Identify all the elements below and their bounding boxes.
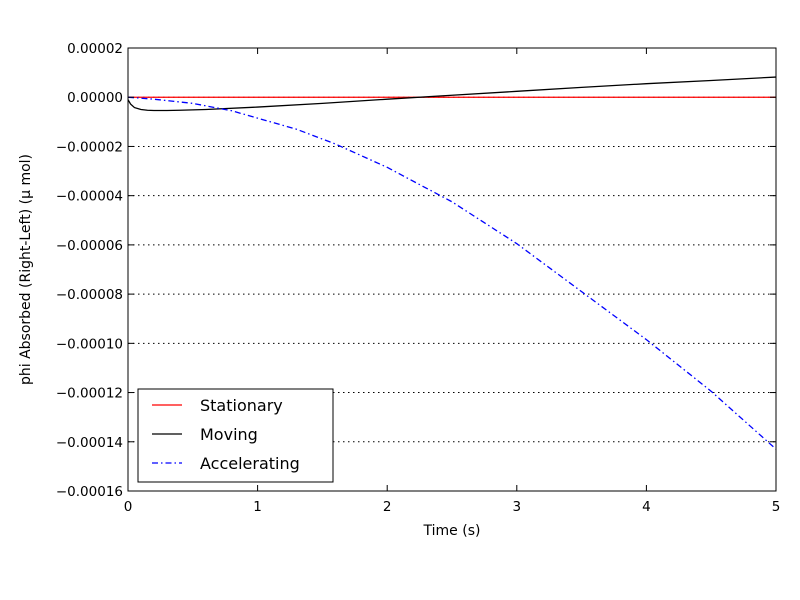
legend-label-moving: Moving	[200, 425, 258, 444]
plot-area-frame	[127, 47, 777, 492]
x-axis-label: Time (s)	[423, 523, 481, 539]
legend-label-accelerating: Accelerating	[200, 454, 300, 473]
y-tick-label: −0.00010	[56, 336, 123, 352]
series-line-accelerating	[127, 96, 777, 450]
y-tick-label: −0.00004	[56, 189, 123, 205]
y-tick-label: −0.00014	[56, 435, 123, 451]
y-tick-label: −0.00012	[56, 386, 123, 402]
x-tick-label: 1	[253, 499, 262, 515]
series-line-moving	[127, 76, 777, 112]
x-tick-label: 3	[513, 499, 522, 515]
series-lines	[127, 76, 777, 450]
y-axis-label: phi Absorbed (Right-Left) (μ mol)	[18, 154, 34, 385]
y-tick-label: −0.00006	[56, 238, 123, 254]
x-tick-label: 2	[383, 499, 392, 515]
x-tick-label: 5	[772, 499, 781, 515]
y-tick-label: 0.00002	[67, 41, 123, 57]
x-tick-label: 4	[642, 499, 651, 515]
legend: Stationary Moving Accelerating	[137, 388, 334, 483]
y-tick-label: −0.00002	[56, 139, 123, 155]
legend-label-stationary: Stationary	[200, 396, 283, 415]
y-tick-label: 0.00000	[67, 90, 123, 106]
x-tick-label: 0	[124, 499, 133, 515]
axis-ticks: 0.00002 0.00000 −0.00002 −0.00004 −0.00006 −0…	[56, 41, 780, 515]
y-tick-label: −0.00008	[56, 287, 123, 303]
y-tick-label: −0.00016	[56, 484, 123, 500]
